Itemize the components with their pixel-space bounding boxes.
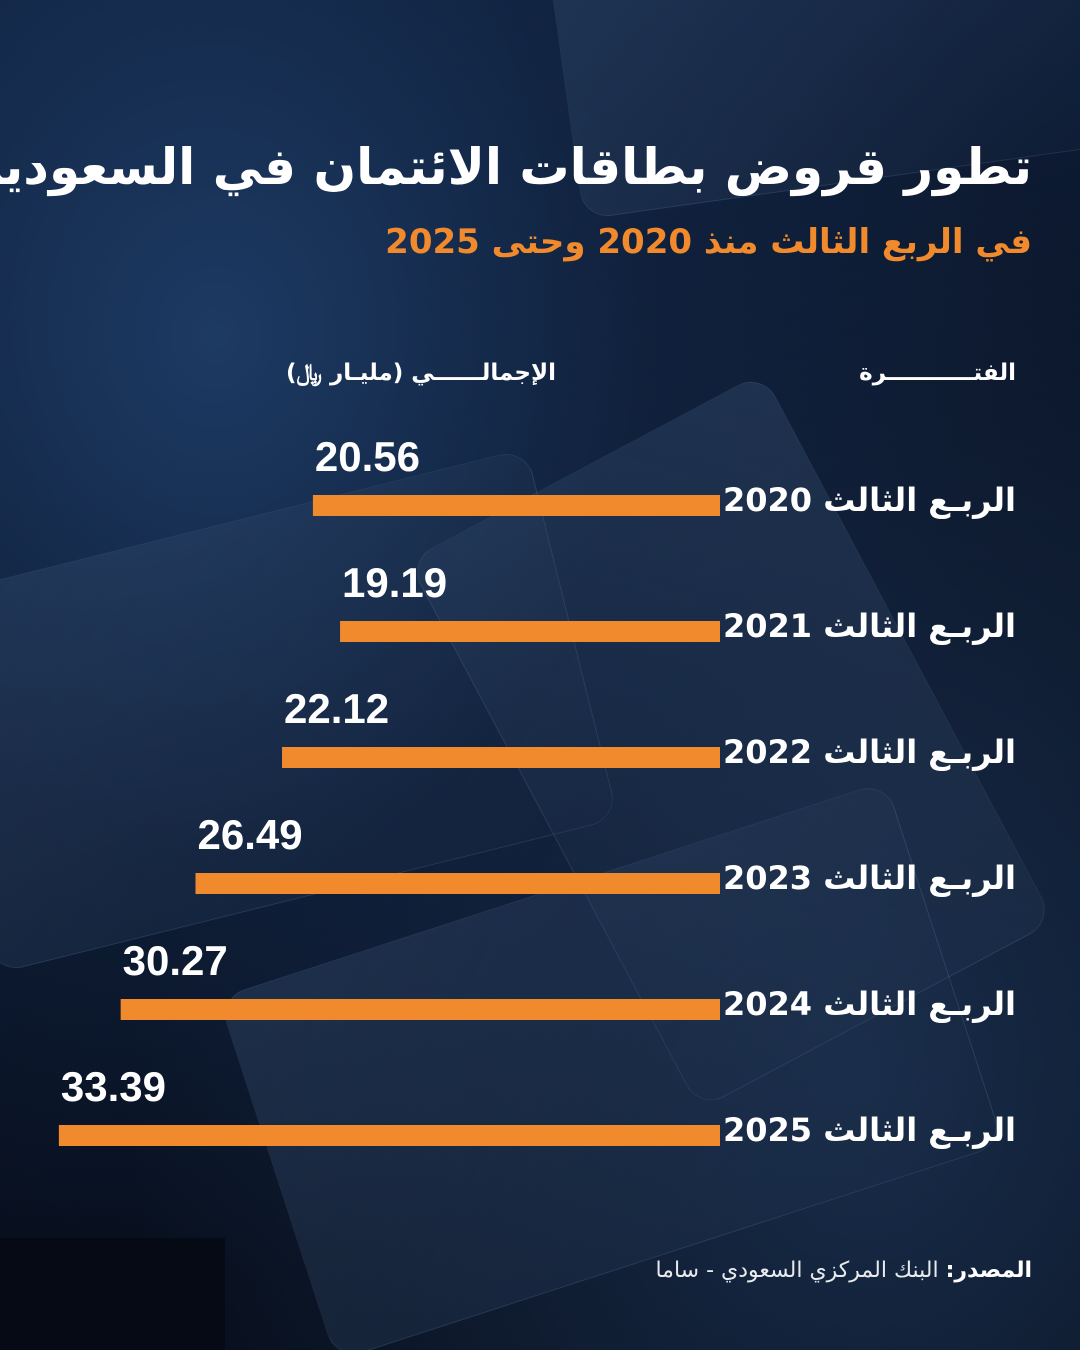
bar-4: [195, 873, 721, 894]
bar-3: [282, 747, 720, 768]
period-label: الربـع الثالث 2020: [723, 481, 1016, 519]
bar-value-label: 22.12: [284, 685, 389, 732]
bar-1: [312, 495, 720, 516]
period-column-header: الفتـــــــــــرة: [859, 360, 1016, 386]
period-label: الربـع الثالث 2025: [723, 1111, 1016, 1149]
bar-5: [120, 999, 721, 1020]
bar-value-label: 26.49: [197, 811, 302, 858]
period-label: الربـع الثالث 2021: [723, 607, 1016, 645]
source-text: البنك المركزي السعودي - ساما: [655, 1258, 939, 1283]
bar-2: [340, 621, 720, 642]
chart-subtitle: في الربع الثالث منذ 2020 وحتى 2025: [385, 222, 1032, 262]
period-label: الربـع الثالث 2024: [723, 985, 1016, 1023]
total-column-header: الإجمالــــــي (مليـار ﷼): [286, 360, 556, 386]
source-label: المصدر:: [945, 1258, 1032, 1283]
bar-value-label: 19.19: [342, 559, 447, 606]
bar-value-label: 33.39: [61, 1063, 166, 1110]
period-label: الربـع الثالث 2023: [723, 859, 1016, 897]
period-label: الربـع الثالث 2022: [723, 733, 1016, 771]
source-note: المصدر: البنك المركزي السعودي - ساما: [655, 1258, 1032, 1283]
corner-decoration: [0, 1238, 225, 1350]
bar-6: [58, 1125, 721, 1146]
bar-value-label: 30.27: [123, 937, 228, 984]
chart-title: تطور قروض بطاقات الائتمان في السعودية: [0, 138, 1032, 196]
bar-value-label: 20.56: [315, 433, 420, 480]
